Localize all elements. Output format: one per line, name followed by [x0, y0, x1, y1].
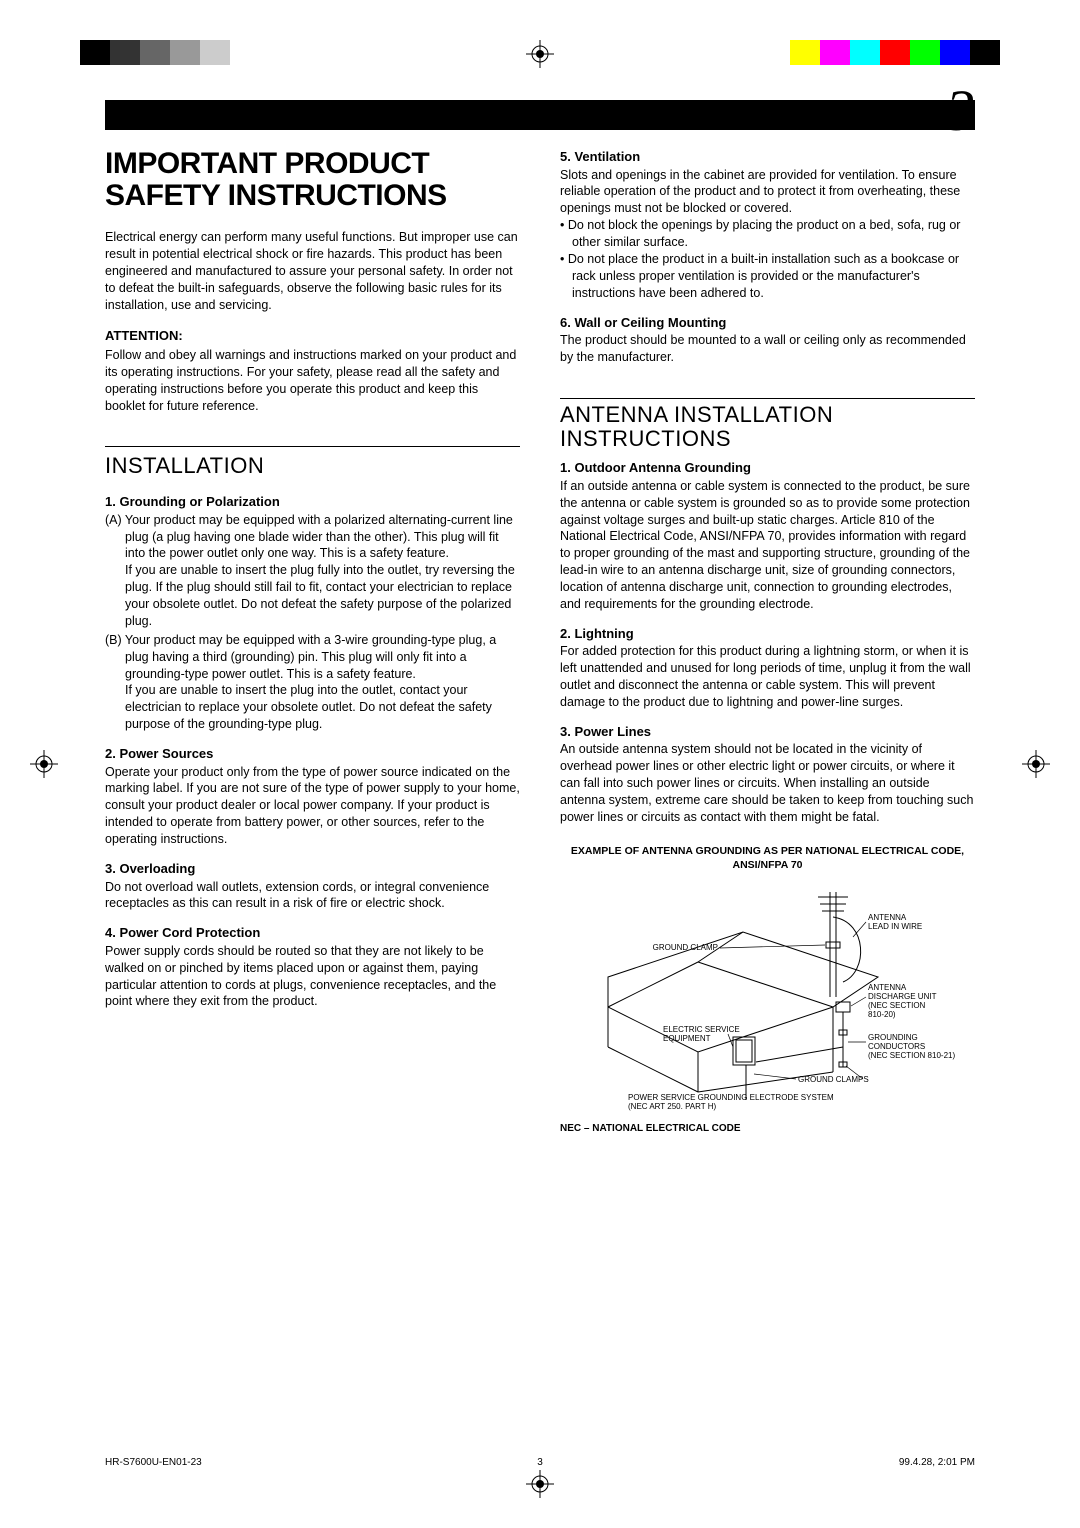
outdoor-head: 1. Outdoor Antenna Grounding — [560, 459, 975, 477]
wall-mount-head: 6. Wall or Ceiling Mounting — [560, 314, 975, 332]
ventilation-body: Slots and openings in the cabinet are pr… — [560, 167, 975, 218]
attention-body: Follow and obey all warnings and instruc… — [105, 347, 520, 415]
lightning-body: For added protection for this product du… — [560, 643, 975, 711]
power-lines-body: An outside antenna system should not be … — [560, 741, 975, 825]
header-black-bar — [105, 100, 975, 130]
ventilation-head: 5. Ventilation — [560, 148, 975, 166]
lbl-ground-clamps: GROUND CLAMPS — [798, 1075, 869, 1084]
section-rule-2 — [560, 398, 975, 399]
registration-mark-bottom-icon — [526, 1470, 554, 1498]
section-rule — [105, 446, 520, 447]
power-cord-body: Power supply cords should be routed so t… — [105, 943, 520, 1011]
registration-mark-left-icon — [30, 750, 58, 778]
registration-mark-right-icon — [1022, 750, 1050, 778]
outdoor-body: If an outside antenna or cable system is… — [560, 478, 975, 613]
power-sources-body: Operate your product only from the type … — [105, 764, 520, 848]
overloading-head: 3. Overloading — [105, 860, 520, 878]
diagram-caption: EXAMPLE OF ANTENNA GROUNDING AS PER NATI… — [560, 844, 975, 872]
registration-mark-top-icon — [526, 40, 554, 68]
overloading-body: Do not overload wall outlets, extension … — [105, 879, 520, 913]
grounding-head: 1. Grounding or Polarization — [105, 493, 520, 511]
lbl-discharge: ANTENNADISCHARGE UNIT(NEC SECTION810-20) — [868, 983, 937, 1019]
lightning-head: 2. Lightning — [560, 625, 975, 643]
color-swatches — [790, 40, 1000, 65]
grounding-b-body: If you are unable to insert the plug int… — [105, 682, 520, 733]
power-lines-head: 3. Power Lines — [560, 723, 975, 741]
main-title: IMPORTANT PRODUCT SAFETY INSTRUCTIONS — [105, 148, 520, 211]
antenna-grounding-diagram: GROUND CLAMP ANTENNALEAD IN WIRE ANTENNA… — [560, 882, 975, 1112]
power-cord-head: 4. Power Cord Protection — [105, 924, 520, 942]
lbl-conductors: GROUNDINGCONDUCTORS(NEC SECTION 810-21) — [868, 1033, 955, 1060]
installation-title: INSTALLATION — [105, 451, 520, 481]
lbl-power-service: POWER SERVICE GROUNDING ELECTRODE SYSTEM… — [628, 1093, 834, 1111]
diagram-note: NEC – NATIONAL ELECTRICAL CODE — [560, 1122, 975, 1136]
bw-swatches — [80, 40, 230, 65]
print-marks — [0, 20, 1080, 60]
antenna-title: ANTENNA INSTALLATION INSTRUCTIONS — [560, 403, 975, 451]
grounding-a-lead: (A) Your product may be equipped with a … — [105, 512, 520, 563]
page-content: EN 3 IMPORTANT PRODUCT SAFETY INSTRUCTIO… — [105, 100, 975, 1136]
power-sources-head: 2. Power Sources — [105, 745, 520, 763]
wall-mount-body: The product should be mounted to a wall … — [560, 332, 975, 366]
footer-right: 99.4.28, 2:01 PM — [899, 1457, 975, 1468]
lbl-antenna-lead: ANTENNALEAD IN WIRE — [868, 913, 922, 931]
attention-head: ATTENTION: — [105, 327, 520, 345]
left-column: IMPORTANT PRODUCT SAFETY INSTRUCTIONS El… — [105, 148, 520, 1136]
ventilation-bullet-1: • Do not block the openings by placing t… — [560, 217, 975, 251]
ventilation-bullet-2: • Do not place the product in a built-in… — [560, 251, 975, 302]
grounding-b-lead: (B) Your product may be equipped with a … — [105, 632, 520, 683]
right-column: 5. Ventilation Slots and openings in the… — [560, 148, 975, 1136]
intro-paragraph: Electrical energy can perform many usefu… — [105, 229, 520, 313]
footer-center: 3 — [537, 1457, 543, 1468]
footer-left: HR-S7600U-EN01-23 — [105, 1457, 202, 1468]
page-footer: HR-S7600U-EN01-23 3 99.4.28, 2:01 PM — [105, 1457, 975, 1468]
lbl-ground-clamp: GROUND CLAMP — [652, 943, 717, 952]
grounding-a-body: If you are unable to insert the plug ful… — [105, 562, 520, 630]
